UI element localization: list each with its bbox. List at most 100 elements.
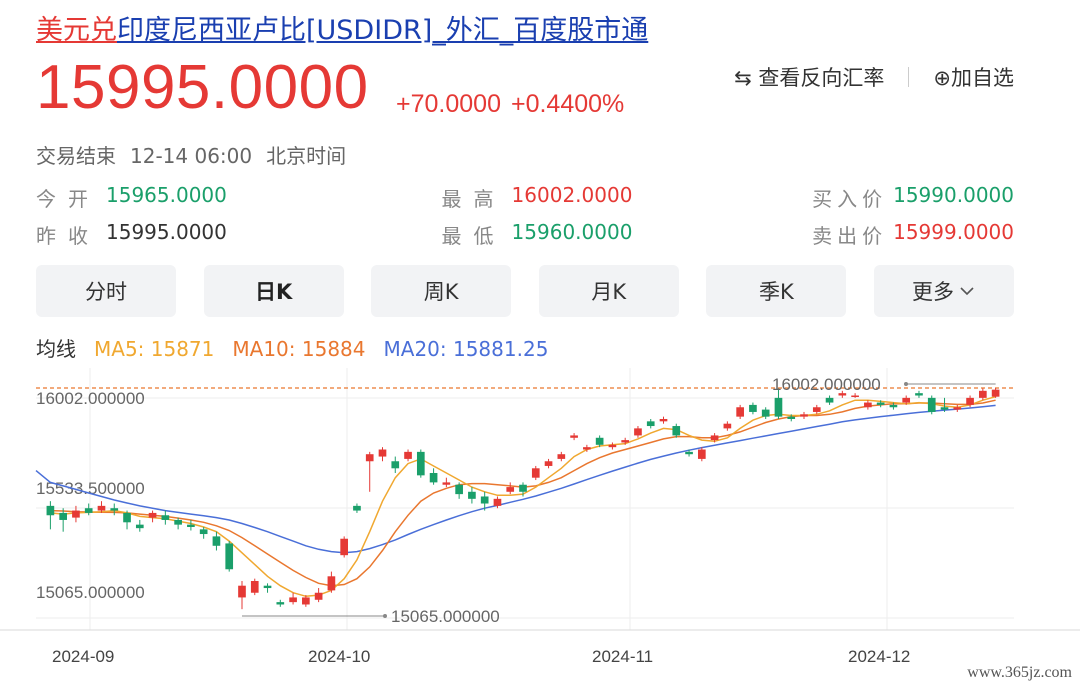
candle-body bbox=[621, 440, 630, 443]
candle-body bbox=[468, 491, 476, 499]
candle-body bbox=[225, 543, 234, 570]
candle-body bbox=[876, 402, 885, 405]
candle-body bbox=[800, 414, 808, 417]
x-tick-label: 2024-12 bbox=[848, 647, 910, 666]
candle-body bbox=[646, 421, 655, 427]
candle-body bbox=[212, 536, 221, 546]
candle-body bbox=[46, 505, 55, 516]
candle-body bbox=[864, 402, 872, 408]
ma5-line bbox=[50, 395, 996, 598]
x-tick-label: 2024-11 bbox=[592, 647, 653, 666]
candle-body bbox=[84, 508, 93, 513]
y-tick-label: 15065.000000 bbox=[36, 583, 145, 602]
candle-body bbox=[416, 451, 425, 476]
status-time: 12-14 06:00 bbox=[130, 144, 253, 168]
candle-body bbox=[557, 454, 566, 459]
candle-body bbox=[59, 512, 67, 520]
candle-body bbox=[493, 498, 502, 506]
candle-body bbox=[276, 602, 285, 605]
title-prefix-link[interactable]: 美元兑 bbox=[36, 15, 117, 46]
low-label: 最低 bbox=[441, 224, 506, 248]
candle-body bbox=[97, 505, 106, 511]
candle-body bbox=[187, 524, 195, 527]
tab-more-label: 更多 bbox=[911, 280, 954, 304]
candle-body bbox=[110, 508, 119, 511]
candle-body bbox=[238, 585, 246, 598]
change-value: +70.0000 bbox=[396, 90, 501, 118]
prev-value: 15995.0000 bbox=[106, 220, 227, 244]
candle-body bbox=[148, 512, 157, 518]
tab-more[interactable]: 更多 bbox=[873, 265, 1014, 317]
candle-body bbox=[480, 496, 489, 504]
candle-body bbox=[761, 409, 770, 417]
candle-body bbox=[174, 519, 182, 525]
status-state: 交易结束 bbox=[36, 144, 116, 168]
candle-body bbox=[953, 407, 962, 410]
header-actions: ⇆ 查看反向汇率 ⊕加自选 bbox=[734, 62, 1014, 92]
chevron-down-icon bbox=[960, 287, 974, 296]
y-tick-label: 15533.500000 bbox=[36, 479, 145, 498]
candle-body bbox=[429, 472, 438, 483]
tab-daily-k[interactable]: 日K bbox=[203, 265, 344, 317]
candle-body bbox=[570, 435, 578, 438]
low-cell: 最低 15960.0000 bbox=[354, 220, 696, 249]
ask-cell: 卖出价 15999.0000 bbox=[696, 220, 1014, 249]
bid-cell: 买入价 15990.0000 bbox=[696, 183, 1014, 212]
candle-body bbox=[199, 529, 208, 535]
add-watchlist-button[interactable]: ⊕加自选 bbox=[933, 62, 1014, 92]
candle-body bbox=[263, 585, 272, 589]
candle-body bbox=[812, 407, 821, 412]
candle-body bbox=[123, 512, 131, 523]
status-timezone: 北京时间 bbox=[266, 144, 347, 168]
ma20-line bbox=[35, 404, 996, 554]
ma-title: 均线 bbox=[36, 337, 76, 361]
tab-monthly-k[interactable]: 月K bbox=[538, 265, 679, 317]
candle-body bbox=[161, 515, 170, 520]
candle-body bbox=[634, 428, 642, 436]
candle-body bbox=[353, 505, 361, 511]
candle-body bbox=[365, 454, 374, 462]
ma20-label: MA20: 15881.25 bbox=[383, 337, 549, 361]
chart-tabs: 分时 日K 周K 月K 季K 更多 bbox=[36, 265, 1014, 317]
candle-body bbox=[825, 397, 834, 403]
candle-body bbox=[902, 397, 911, 403]
candle-body bbox=[723, 423, 732, 429]
candle-body bbox=[889, 404, 898, 408]
quote-row-1: 今开 15965.0000 最高 16002.0000 买入价 15990.0000 bbox=[36, 183, 1014, 212]
ma5-label: MA5: 15871 bbox=[94, 337, 215, 361]
candle-body bbox=[506, 487, 515, 492]
title-link[interactable]: 印度尼西亚卢比[USDIDR]_外汇_百度股市通 bbox=[117, 15, 649, 46]
candle-body bbox=[608, 444, 617, 448]
candle-body bbox=[442, 482, 451, 485]
candle-body bbox=[749, 404, 757, 412]
reverse-rate-button[interactable]: ⇆ 查看反向汇率 bbox=[734, 62, 884, 92]
candle-body bbox=[327, 576, 336, 591]
ask-label: 卖出价 bbox=[812, 224, 888, 248]
ask-value: 15999.0000 bbox=[893, 220, 1014, 244]
candle-body bbox=[404, 451, 412, 459]
max-annotation-dot bbox=[904, 382, 908, 386]
candle-body bbox=[378, 449, 387, 457]
tab-quarterly-k[interactable]: 季K bbox=[706, 265, 847, 317]
change-percent: +0.4400% bbox=[510, 90, 625, 118]
tab-intraday[interactable]: 分时 bbox=[36, 265, 176, 317]
candle-body bbox=[851, 395, 859, 398]
watermark: www.365jz.com bbox=[967, 664, 1072, 681]
reverse-rate-label: ⇆ 查看反向汇率 bbox=[734, 66, 885, 90]
ma10-label: MA10: 15884 bbox=[232, 337, 366, 361]
candle-body bbox=[710, 435, 719, 441]
candle-body bbox=[595, 437, 604, 445]
tab-weekly-k[interactable]: 周K bbox=[371, 265, 512, 317]
min-annotation-dot bbox=[383, 614, 387, 618]
candle-body bbox=[915, 393, 923, 396]
open-cell: 今开 15965.0000 bbox=[36, 183, 354, 212]
min-annotation-label: 15065.000000 bbox=[391, 607, 500, 626]
x-tick-label: 2024-10 bbox=[308, 647, 370, 666]
trading-status: 交易结束 12-14 06:00 北京时间 bbox=[36, 140, 360, 169]
y-tick-label: 16002.000000 bbox=[36, 389, 145, 408]
page-title[interactable]: 美元兑印度尼西亚卢比[USDIDR]_外汇_百度股市通 bbox=[36, 8, 648, 47]
add-watchlist-label: ⊕加自选 bbox=[933, 66, 1014, 90]
current-price: 15995.0000 bbox=[36, 53, 369, 122]
kline-chart[interactable]: 16002.000000 15533.500000 15065.000000 2024… bbox=[0, 368, 1080, 688]
high-label: 最高 bbox=[441, 187, 506, 211]
